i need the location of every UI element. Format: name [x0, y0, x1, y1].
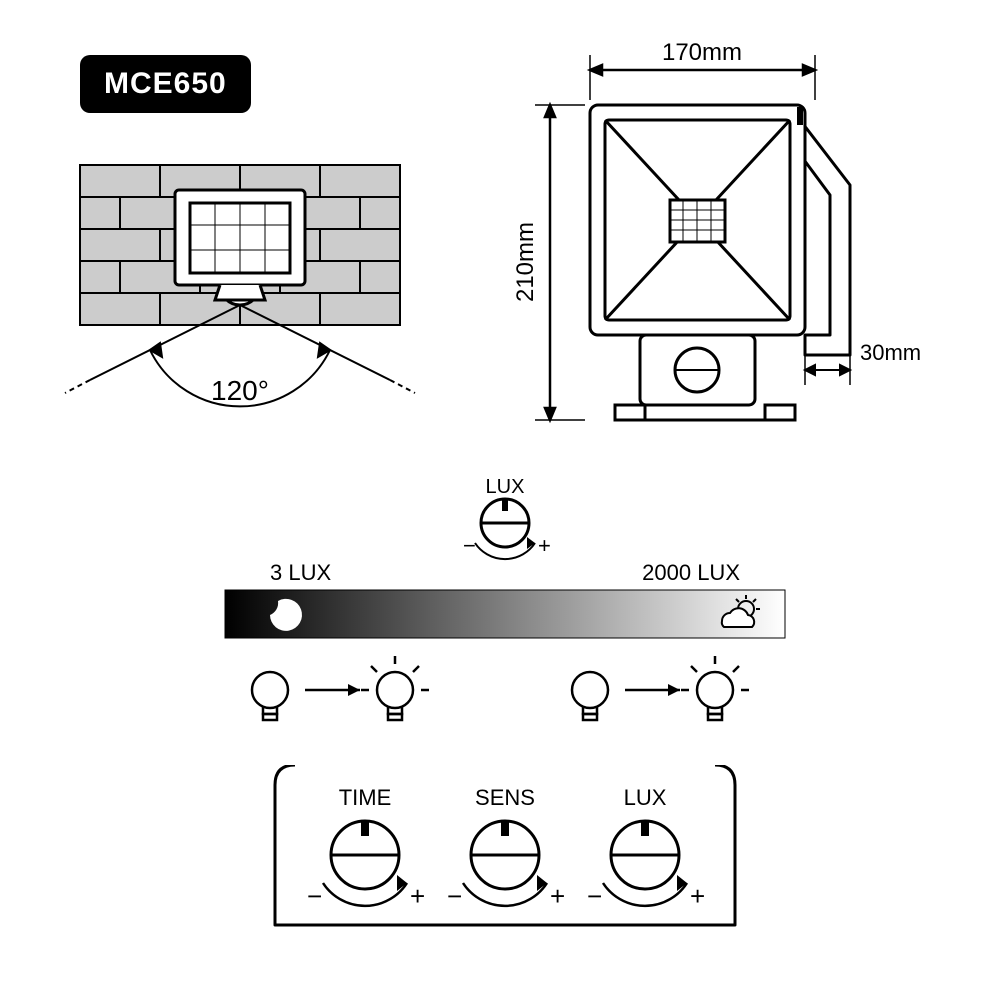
angle-label: 120° — [211, 375, 269, 406]
lux-min-label: 3 LUX — [270, 560, 331, 585]
minus-sign: − — [463, 533, 476, 558]
bulb-off-icon — [252, 672, 288, 720]
width-label: 170mm — [662, 39, 742, 66]
svg-text:+: + — [690, 881, 705, 911]
svg-text:+: + — [410, 881, 425, 911]
svg-text:−: − — [447, 881, 462, 911]
bulb-on-icon — [361, 656, 429, 720]
depth-label: 30mm — [860, 340, 921, 365]
dimension-drawing: 170mm 210mm — [505, 25, 925, 455]
lux-max-label: 2000 LUX — [642, 560, 740, 585]
wall-mount-diagram: 120° — [60, 145, 440, 445]
height-label: 210mm — [512, 222, 539, 302]
svg-text:+: + — [550, 881, 565, 911]
bulb-on-icon — [681, 656, 749, 720]
dial-sens: SENS − + — [447, 785, 565, 911]
svg-text:LUX: LUX — [624, 785, 667, 810]
model-badge: MCE650 — [80, 55, 251, 113]
dial-time: TIME − + — [307, 785, 425, 911]
plus-sign: + — [538, 533, 551, 558]
svg-text:−: − — [587, 881, 602, 911]
svg-text:SENS: SENS — [475, 785, 535, 810]
dials-panel: TIME − + SENS − + LUX − — [245, 765, 765, 955]
dial-lux: LUX − + — [587, 785, 705, 911]
bulb-off-icon — [572, 672, 608, 720]
lux-dial-top-label: LUX — [486, 476, 525, 498]
lux-panel: LUX − + 3 LUX 2000 LUX — [195, 475, 815, 735]
svg-text:TIME: TIME — [339, 785, 392, 810]
svg-text:−: − — [307, 881, 322, 911]
